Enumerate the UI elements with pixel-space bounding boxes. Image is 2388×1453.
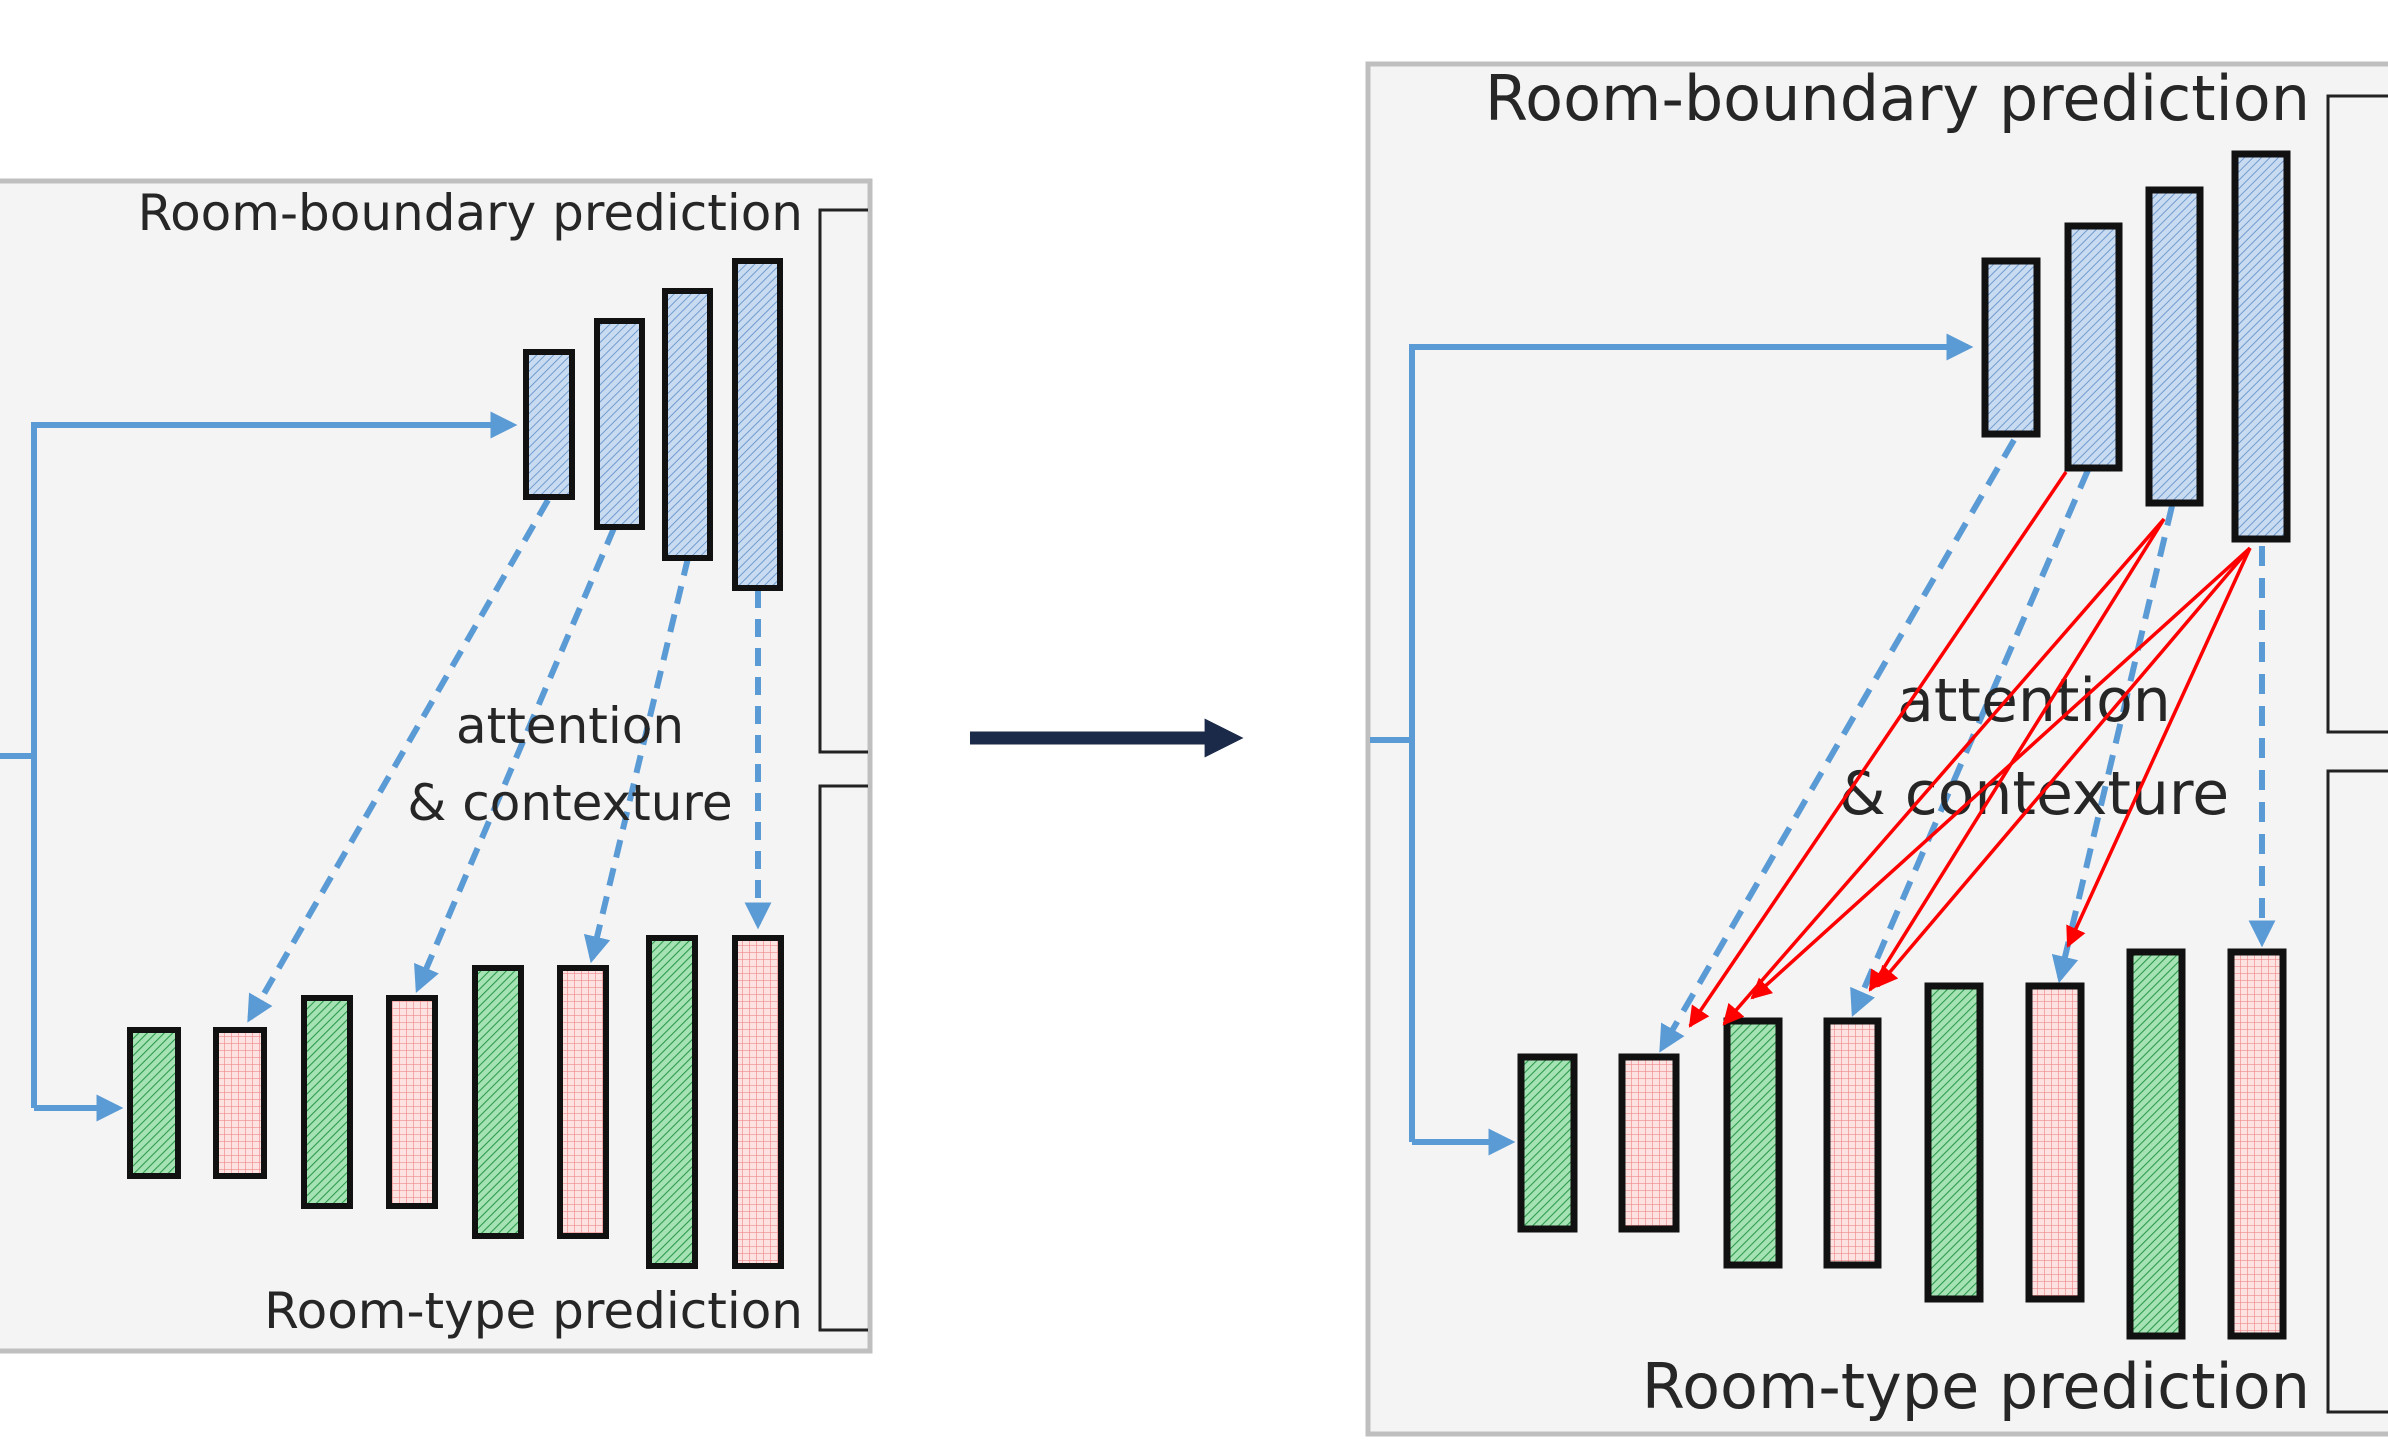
left-type-block-pink-4 xyxy=(732,935,784,1269)
right-type-block-green-1 xyxy=(1517,1053,1578,1233)
right-type-block-green-4 xyxy=(2126,948,2186,1340)
left-boundary-block-2 xyxy=(594,318,645,530)
left-top-bracket xyxy=(818,208,868,754)
right-type-block-pink-4 xyxy=(2227,948,2287,1340)
left-panel: Room-boundary prediction attention & con… xyxy=(0,178,873,1354)
left-middle-label-line1: attention xyxy=(456,697,684,755)
red-arrow-5 xyxy=(1876,546,2252,988)
left-top-label: Room-boundary prediction xyxy=(138,184,803,242)
red-arrow-4 xyxy=(1750,546,2252,1000)
left-type-block-green-1 xyxy=(127,1027,181,1179)
right-type-block-pink-3 xyxy=(2025,982,2085,1303)
left-bottom-bracket xyxy=(818,784,868,1332)
left-type-block-pink-3 xyxy=(557,965,609,1239)
left-dashed-arrow-1 xyxy=(247,498,551,1023)
left-type-block-pink-2 xyxy=(386,995,438,1209)
right-dashed-arrow-1 xyxy=(1659,438,2017,1053)
left-type-block-pink-1 xyxy=(213,1027,267,1179)
right-boundary-block-3 xyxy=(2145,186,2204,507)
left-feed-arrow-top xyxy=(31,411,518,1108)
red-arrow-6 xyxy=(2066,547,2252,948)
left-type-block-green-3 xyxy=(472,965,524,1239)
left-bottom-label: Room-type prediction xyxy=(264,1282,803,1340)
red-arrow-2 xyxy=(1722,517,2166,1026)
right-feed-arrow-top xyxy=(1409,333,1974,1142)
right-boundary-block-2 xyxy=(2064,222,2123,472)
right-middle-label-line2: & contexture xyxy=(1839,759,2229,829)
left-boundary-block-1 xyxy=(523,349,575,500)
left-dashed-arrow-3 xyxy=(583,557,691,964)
left-type-block-green-4 xyxy=(646,935,698,1269)
right-type-block-green-3 xyxy=(1924,982,1984,1303)
red-arrow-3 xyxy=(1868,518,2166,992)
left-dashed-arrow-2 xyxy=(414,526,617,993)
left-middle-label-line2: & contexture xyxy=(407,774,732,832)
left-boundary-block-3 xyxy=(662,288,713,561)
right-type-block-pink-1 xyxy=(1618,1053,1680,1233)
left-type-block-green-2 xyxy=(301,995,353,1209)
right-type-block-green-2 xyxy=(1723,1017,1783,1269)
right-bottom-label: Room-type prediction xyxy=(1642,1350,2310,1423)
right-boundary-block-1 xyxy=(1981,257,2041,438)
right-dashed-arrow-3 xyxy=(2051,505,2175,984)
red-arrow-1 xyxy=(1688,471,2068,1028)
right-top-bracket xyxy=(2326,94,2388,734)
right-boundary-block-4 xyxy=(2231,150,2291,543)
right-bottom-bracket xyxy=(2326,769,2388,1414)
right-panel: attention & contexture Room-boundary pre… xyxy=(1365,61,2388,1437)
right-top-label: Room-boundary prediction xyxy=(1485,62,2310,135)
right-type-block-pink-2 xyxy=(1823,1017,1882,1269)
left-boundary-block-4 xyxy=(732,258,783,591)
